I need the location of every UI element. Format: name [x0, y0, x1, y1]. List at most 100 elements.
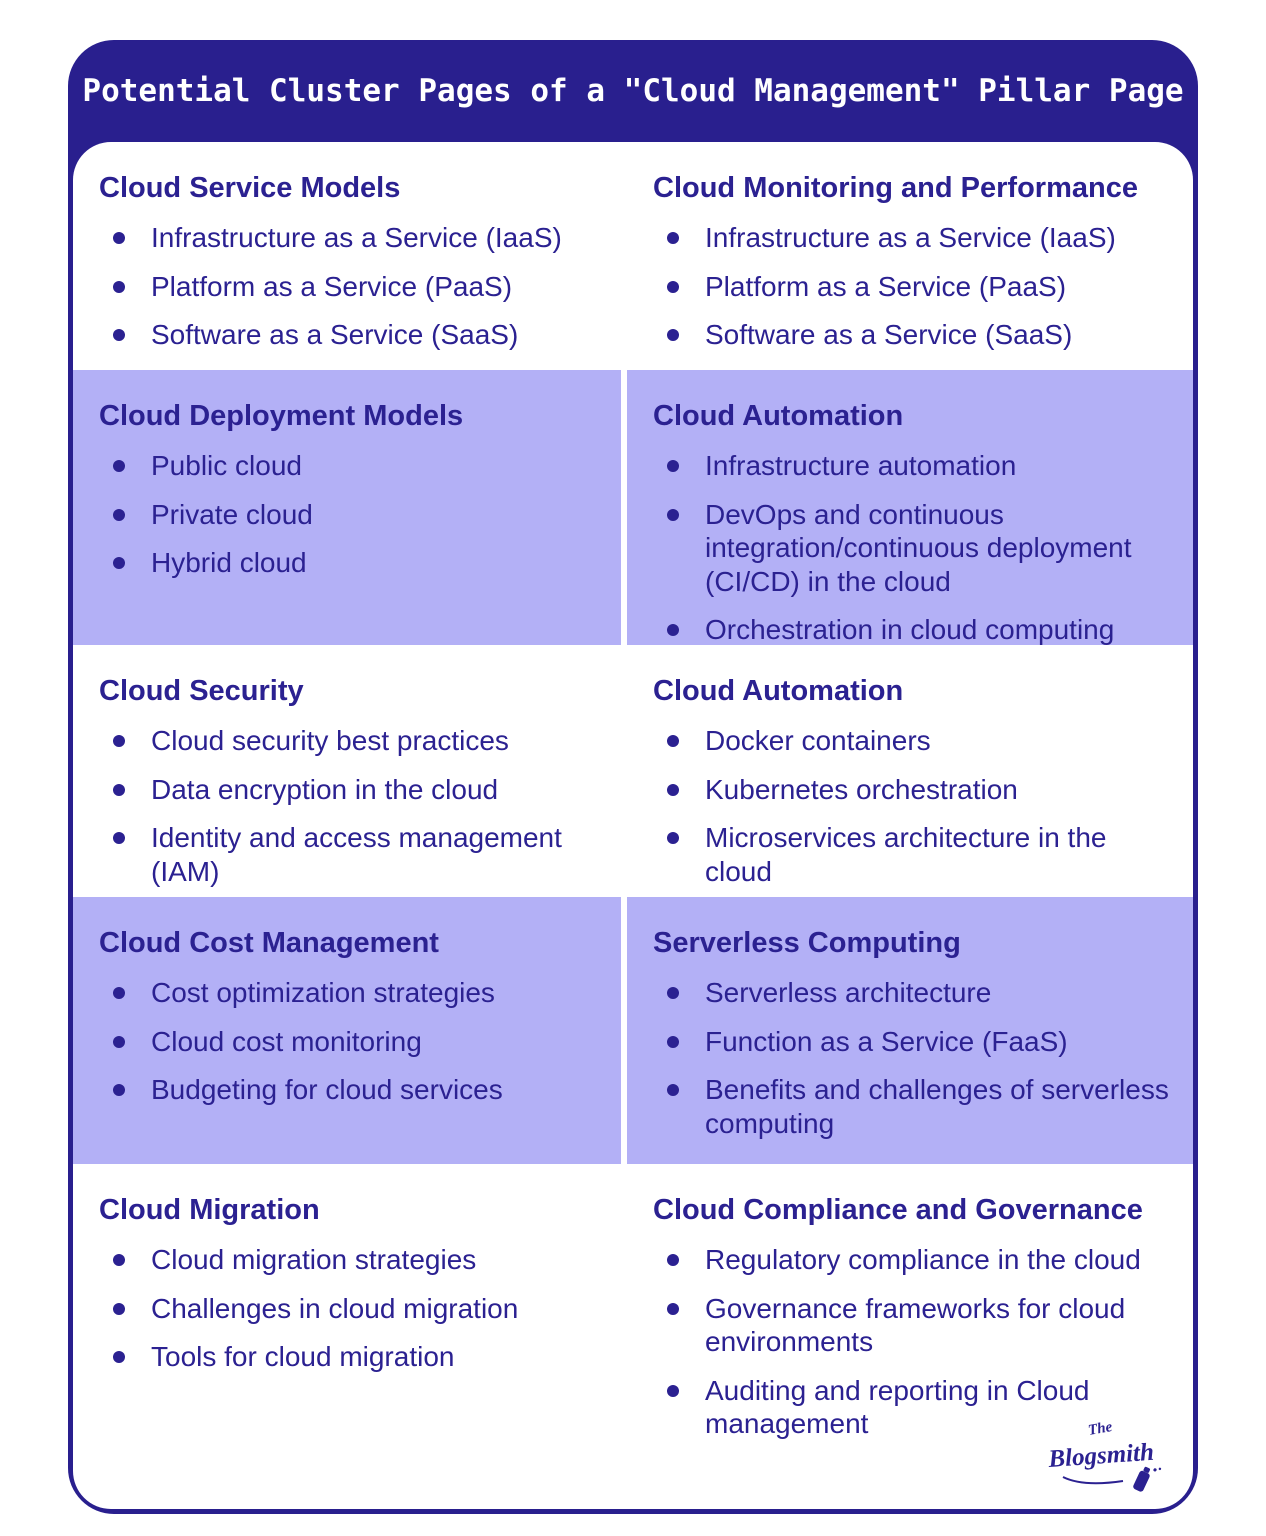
bullet-icon: [113, 1084, 125, 1097]
list-item: Identity and access management (IAM): [99, 821, 601, 888]
list-item: DevOps and continuous integration/contin…: [653, 498, 1173, 599]
list-item-text: Challenges in cloud migration: [151, 1292, 519, 1324]
list-item-text: Microservices architecture in the cloud: [705, 822, 1107, 887]
list-item: Public cloud: [99, 449, 601, 483]
bullet-icon: [667, 460, 679, 472]
list-item-text: Budgeting for cloud services: [151, 1074, 503, 1106]
logo-name-text: Blogsmith: [1047, 1439, 1155, 1473]
list-item: Private cloud: [99, 498, 601, 532]
list-item-text: Kubernetes orchestration: [705, 773, 1018, 805]
list-item: Cloud cost monitoring: [99, 1025, 601, 1059]
bullet-icon: [113, 280, 125, 293]
section-cloud-migration: Cloud Migration Cloud migration strategi…: [73, 1164, 621, 1509]
bullet-list: Infrastructure as a Service (IaaS) Platf…: [99, 221, 601, 352]
bullet-icon: [113, 783, 125, 796]
blogsmith-logo: The Blogsmith: [1047, 1419, 1162, 1492]
list-item-text: Cost optimization strategies: [151, 977, 495, 1008]
column-gap: [621, 897, 627, 1164]
bullet-icon: [667, 624, 679, 637]
list-item-text: Infrastructure automation: [705, 450, 1017, 481]
list-item: Challenges in cloud migration: [99, 1292, 601, 1326]
list-item-text: Docker containers: [705, 725, 931, 756]
bullet-icon: [667, 232, 679, 244]
column-gap: [621, 142, 627, 370]
list-item: Infrastructure as a Service (IaaS): [99, 221, 601, 255]
list-item-text: DevOps and continuous integration/contin…: [705, 498, 1132, 597]
list-item: Cloud security best practices: [99, 724, 601, 758]
bullet-icon: [667, 508, 679, 521]
column-gap: [621, 370, 627, 645]
list-item-text: Software as a Service (SaaS): [705, 319, 1073, 351]
list-item: Software as a Service (SaaS): [653, 318, 1173, 352]
list-item: Governance frameworks for cloud environm…: [653, 1292, 1173, 1359]
list-item: Cloud migration strategies: [99, 1243, 601, 1277]
section-title: Cloud Automation: [653, 675, 904, 707]
list-item-text: Auditing and reporting in Cloud manageme…: [705, 1374, 1090, 1440]
card-body: Cloud Service Models Infrastructure as a…: [73, 142, 1193, 1509]
list-item: Cost optimization strategies: [99, 976, 601, 1010]
list-item-text: Cloud migration strategies: [151, 1244, 477, 1275]
bullet-icon: [667, 987, 679, 999]
bullet-icon: [113, 987, 125, 999]
bullet-list: Public cloud Private cloud Hybrid cloud: [99, 449, 601, 580]
page-title: Potential Cluster Pages of a "Cloud Mana…: [82, 73, 1184, 109]
section-title: Cloud Monitoring and Performance: [653, 172, 1138, 204]
bullet-list: Serverless architecture Function as a Se…: [653, 976, 1173, 1140]
list-item-text: Orchestration in cloud computing: [705, 614, 1115, 646]
list-item-text: Identity and access management (IAM): [151, 822, 562, 887]
section-cloud-monitoring-and-performance: Cloud Monitoring and Performance Infrast…: [627, 142, 1193, 370]
list-item-text: Private cloud: [151, 498, 313, 530]
list-item-text: Benefits and challenges of serverless co…: [705, 1074, 1169, 1139]
list-item: Tools for cloud migration: [99, 1340, 601, 1374]
list-item: Orchestration in cloud computing: [653, 613, 1173, 647]
section-cloud-compliance-and-governance: Cloud Compliance and Governance Regulato…: [627, 1164, 1193, 1509]
list-item: Docker containers: [653, 724, 1173, 758]
list-item: Software as a Service (SaaS): [99, 318, 601, 352]
list-item: Infrastructure as a Service (IaaS): [653, 221, 1173, 255]
list-item-text: Cloud security best practices: [151, 725, 509, 756]
list-item: Function as a Service (FaaS): [653, 1025, 1173, 1059]
section-cloud-deployment-models: Cloud Deployment Models Public cloud Pri…: [73, 370, 621, 645]
section-title: Cloud Migration: [99, 1194, 320, 1226]
bullet-list: Cost optimization strategies Cloud cost …: [99, 976, 601, 1107]
bullet-icon: [667, 1035, 679, 1048]
list-item-text: Hybrid cloud: [151, 547, 307, 579]
bullet-icon: [667, 1384, 679, 1397]
card-header: Potential Cluster Pages of a "Cloud Mana…: [73, 40, 1193, 142]
bullet-icon: [667, 1302, 679, 1315]
infographic-card: Potential Cluster Pages of a "Cloud Mana…: [68, 40, 1198, 1514]
bullet-icon: [113, 557, 125, 570]
list-item-text: Infrastructure as a Service (IaaS): [705, 222, 1116, 253]
section-title: Cloud Deployment Models: [99, 400, 464, 432]
section-title: Cloud Cost Management: [99, 927, 439, 959]
list-item: Microservices architecture in the cloud: [653, 821, 1173, 888]
bullet-list: Docker containers Kubernetes orchestrati…: [653, 724, 1173, 888]
bullet-icon: [113, 329, 125, 342]
list-item-text: Regulatory compliance in the cloud: [705, 1244, 1141, 1275]
section-cloud-security: Cloud Security Cloud security best pract…: [73, 645, 621, 897]
section-cloud-automation-2: Cloud Automation Docker containers Kuber…: [627, 645, 1193, 897]
bullet-icon: [113, 232, 125, 244]
list-item: Kubernetes orchestration: [653, 773, 1173, 807]
bullet-icon: [113, 735, 125, 747]
list-item: Serverless architecture: [653, 976, 1173, 1010]
bullet-list: Regulatory compliance in the cloud Gover…: [653, 1243, 1173, 1441]
section-title: Cloud Service Models: [99, 172, 401, 204]
list-item-text: Serverless architecture: [705, 977, 992, 1008]
section-title: Cloud Security: [99, 675, 304, 707]
list-item-text: Cloud cost monitoring: [151, 1025, 422, 1057]
bullet-list: Infrastructure as a Service (IaaS) Platf…: [653, 221, 1173, 352]
list-item: Hybrid cloud: [99, 546, 601, 580]
spray-can-icon: [1133, 1466, 1162, 1492]
bullet-icon: [667, 735, 679, 747]
bullet-icon: [667, 783, 679, 796]
list-item-text: Software as a Service (SaaS): [151, 319, 519, 351]
section-serverless-computing: Serverless Computing Serverless architec…: [627, 897, 1193, 1164]
list-item: Data encryption in the cloud: [99, 773, 601, 807]
column-gap: [621, 645, 627, 897]
list-item-text: Function as a Service (FaaS): [705, 1025, 1068, 1057]
section-title: Serverless Computing: [653, 927, 961, 959]
bullet-list: Infrastructure automation DevOps and con…: [653, 449, 1173, 647]
list-item-text: Tools for cloud migration: [151, 1341, 455, 1373]
bullet-icon: [113, 508, 125, 521]
